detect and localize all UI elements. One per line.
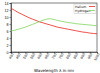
x-tick: 850: [73, 52, 79, 60]
y-tick-mark: [10, 10, 12, 11]
legend-swatch: [89, 6, 95, 7]
y-tick: 6: [7, 30, 12, 34]
x-tick: 400: [8, 52, 14, 60]
x-tick-label: 450: [15, 53, 21, 60]
y-tick-mark: [10, 24, 12, 25]
x-tick-label: 750: [58, 53, 64, 60]
x-tick: 500: [22, 52, 28, 60]
legend: HeliumHydrogen: [74, 4, 96, 14]
y-tick: 12: [5, 9, 12, 13]
plot: 4004505005506006507007508008509009501000…: [5, 2, 100, 62]
y-tick: 14: [5, 2, 12, 6]
x-tick-label: 700: [51, 53, 57, 60]
x-tick-label: 400: [8, 53, 14, 60]
y-tick-label: 8: [7, 23, 9, 27]
x-tick: 700: [51, 52, 57, 60]
y-tick-label: 6: [7, 30, 9, 34]
y-tick-label: 2: [7, 44, 9, 48]
y-tick-mark: [10, 3, 12, 4]
y-tick: 4: [7, 37, 12, 41]
x-tick-label: 650: [44, 53, 50, 60]
y-tick-label: 0: [7, 51, 9, 55]
x-tick: 650: [44, 52, 50, 60]
x-tick: 600: [37, 52, 43, 60]
x-tick-label: 600: [37, 53, 43, 60]
y-tick-mark: [10, 45, 12, 46]
y-tick-label: 4: [7, 37, 9, 41]
y-axis-line: [10, 4, 12, 53]
x-tick: 900: [80, 52, 86, 60]
series-group: [11, 8, 97, 34]
y-tick-label: 14: [5, 2, 9, 6]
plot-frame: [11, 3, 97, 52]
x-tick-label: 800: [65, 53, 71, 60]
y-tick-mark: [10, 38, 12, 39]
y-tick: 8: [7, 23, 12, 27]
x-tick: 800: [65, 52, 71, 60]
y-tick: 10: [5, 16, 12, 20]
legend-label: Hydrogen: [75, 9, 91, 13]
y-tick: 2: [7, 44, 12, 48]
series-line: [11, 19, 97, 31]
x-tick-label: 550: [30, 53, 36, 60]
legend-box: [74, 4, 96, 14]
x-tick-label: 900: [80, 53, 86, 60]
series-line: [11, 8, 97, 34]
x-tick: 550: [30, 52, 36, 60]
x-tick: 750: [58, 52, 64, 60]
x-tick-label: 950: [87, 53, 93, 60]
x-tick: 450: [15, 52, 21, 60]
x-axis-title: Wavelength λ in nm: [34, 68, 74, 73]
legend-swatch: [89, 10, 95, 11]
x-tick: 1000: [93, 52, 100, 61]
y-axis: 0 2 4 6 8 10 12 14: [5, 2, 12, 55]
x-tick-label: 1000: [93, 53, 100, 62]
y-tick: 0: [7, 51, 12, 55]
y-tick-mark: [10, 17, 12, 18]
y-tick-mark: [10, 31, 12, 32]
y-tick-mark: [10, 52, 12, 53]
y-tick-label: 10: [5, 16, 9, 20]
x-axis: 4004505005506006507007508008509009501000: [8, 52, 100, 61]
x-tick-label: 500: [22, 53, 28, 60]
x-tick: 950: [87, 52, 93, 60]
x-tick-label: 850: [73, 53, 79, 60]
y-tick-label: 12: [5, 9, 9, 13]
chart: 4004505005506006507007508008509009501000…: [0, 0, 100, 73]
